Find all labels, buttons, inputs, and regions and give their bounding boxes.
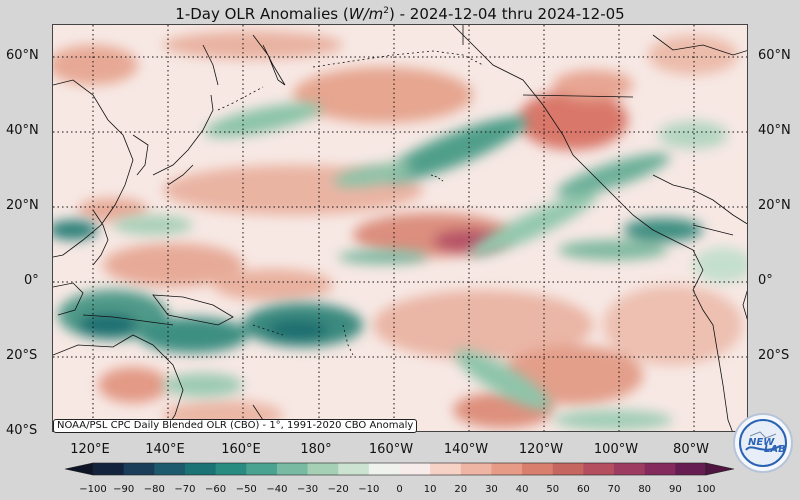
colorbar-tick-label: −30 [296,484,319,495]
graticule [53,25,747,431]
colorbar-cell [675,463,707,475]
noaa-lab-logo: NEW LAB [733,413,793,473]
colorbar-over-arrow [705,462,735,476]
colorbar-tick-label: 30 [485,484,498,495]
colorbar-tick-label: 60 [577,484,590,495]
logo-text-new: NEW [748,437,775,448]
colorbar-tick-label: −10 [358,484,380,495]
colorbar-cell [399,463,431,475]
logo-text-lab: LAB [764,444,786,455]
positive-anomalies [53,31,743,430]
colorbar-outline [92,462,707,476]
colorbar-cell [307,463,339,475]
lat-label-40s-left: 40°S [6,423,38,438]
colorbar-cell [123,463,155,475]
lat-label-20s-left: 20°S [6,348,38,363]
lat-label-60n-left: 60°N [6,48,39,63]
colorbar-tick-label: −50 [235,484,257,495]
negative-anomalies [53,102,747,430]
lon-label-120w: 120°W [518,442,564,457]
colorbar-tick-label: −60 [205,484,227,495]
colorbar-cell [184,463,217,475]
colorbar-tick-label: −80 [143,484,165,495]
colorbar-cell [338,463,370,475]
lon-label-80w: 80°W [673,442,709,457]
colorbar-cell [215,463,247,475]
colorbar-tick-label: −70 [174,484,196,495]
lat-label-40n-left: 40°N [6,123,39,138]
source-note: NOAA/PSL CPC Daily Blended OLR (CBO) - 1… [53,419,418,433]
colorbar-cell [154,463,186,475]
colorbar-cell [614,463,646,475]
colorbar-cell [276,463,309,475]
lon-label-120e: 120°E [70,442,110,457]
lon-label-100w: 100°W [593,442,639,457]
colorbar-tick-label: −90 [113,484,135,495]
colorbar-cell [460,463,492,475]
lat-label-60n-right: 60°N [758,48,791,63]
colorbar-cell [583,463,615,475]
colorbar-tick-label: 20 [454,484,468,495]
lat-label-20n-right: 20°N [758,198,791,213]
colorbar-cell [430,463,462,475]
lon-label-140e: 140°E [145,442,185,457]
colorbar-tick-label: 70 [607,484,621,495]
colorbar-cell [522,463,554,475]
colorbar-cell [491,463,523,475]
lat-label-eq-left: 0° [24,273,39,288]
colorbar-tick-label: 90 [668,484,682,495]
colorbar-tick-label: 80 [638,484,652,495]
map-panel [52,24,748,432]
colorbar-cell [368,463,400,475]
map-title: 1-Day OLR Anomalies (W/m2) - 2024-12-04 … [175,5,625,23]
lon-label-180: 180° [300,442,332,457]
colorbar-tick-label: −100 [79,484,107,495]
lat-label-20n-left: 20°N [6,198,39,213]
colorbar-tick-label: 10 [423,484,437,495]
colorbar [64,462,735,476]
colorbar-cell [93,463,125,475]
lon-label-140w: 140°W [443,442,489,457]
colorbar-cells [64,462,735,476]
lat-label-40n-right: 40°N [758,123,791,138]
lat-label-eq-right: 0° [758,273,773,288]
colorbar-tick-label: 0 [396,484,403,495]
coastlines [53,25,747,431]
colorbar-tick-label: −40 [266,484,288,495]
colorbar-tick-label: 100 [696,484,716,495]
colorbar-tick-label: −20 [327,484,349,495]
colorbar-cell [246,463,278,475]
colorbar-under-arrow [64,462,94,476]
lon-label-160e: 160°E [221,442,261,457]
lon-label-160w: 160°W [368,442,414,457]
anomaly-map [53,25,747,431]
colorbar-cell [552,463,584,475]
colorbar-tick-label: 50 [546,484,560,495]
colorbar-tick-label: 40 [515,484,529,495]
colorbar-cell [644,463,676,475]
lat-label-20s-right: 20°S [758,348,790,363]
